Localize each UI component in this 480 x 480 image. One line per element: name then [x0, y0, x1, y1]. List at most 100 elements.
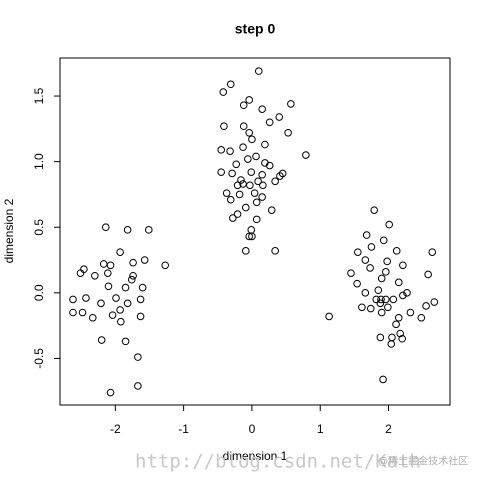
point — [376, 299, 385, 308]
point — [361, 289, 370, 297]
point — [78, 308, 87, 317]
point — [104, 269, 112, 277]
y-tick-label: 1.0 — [32, 153, 46, 170]
point — [106, 261, 115, 270]
point — [239, 122, 248, 131]
point — [362, 231, 371, 239]
point — [76, 269, 85, 277]
point — [302, 151, 310, 159]
x-tick-label: 1 — [317, 422, 324, 436]
y-tick-label: -0.5 — [32, 348, 46, 369]
point — [134, 382, 142, 390]
point — [82, 294, 90, 302]
point — [387, 340, 396, 348]
point — [254, 177, 262, 186]
point — [250, 189, 259, 197]
point — [370, 206, 378, 214]
point — [399, 291, 407, 300]
y-tick-label: 0.5 — [32, 219, 46, 236]
point — [108, 311, 117, 319]
x-axis-label: dimension 1 — [223, 449, 288, 463]
point — [247, 168, 256, 176]
point — [248, 232, 256, 241]
point — [222, 189, 231, 197]
point — [217, 168, 225, 176]
point — [398, 334, 406, 343]
point — [97, 299, 105, 308]
point — [258, 193, 266, 201]
point — [88, 313, 97, 322]
point — [353, 279, 361, 288]
point — [134, 353, 142, 361]
point — [226, 195, 235, 204]
watermark: http://blog.csdn.net/Kath — [135, 451, 421, 473]
point — [275, 113, 284, 121]
watermark: @稀土掘金技术社区 — [378, 455, 468, 468]
point — [389, 295, 398, 304]
chart-title: step 0 — [235, 21, 276, 37]
point — [379, 375, 387, 384]
point — [252, 152, 260, 161]
point — [121, 337, 130, 346]
point — [121, 283, 130, 292]
point — [229, 214, 237, 222]
point — [239, 143, 247, 152]
point — [233, 210, 242, 218]
point — [417, 313, 426, 322]
point — [101, 223, 110, 232]
point — [91, 271, 99, 280]
point — [106, 388, 115, 397]
point — [116, 306, 124, 314]
point — [353, 248, 362, 256]
point — [372, 295, 381, 304]
point — [259, 181, 267, 190]
x-tick-label: 0 — [249, 422, 256, 436]
point — [394, 313, 403, 322]
point — [123, 299, 132, 308]
point — [252, 198, 261, 207]
point — [138, 283, 147, 292]
point — [239, 101, 248, 110]
point — [358, 303, 366, 312]
point — [287, 100, 295, 108]
point — [220, 122, 228, 131]
point — [428, 248, 437, 256]
point — [123, 226, 132, 234]
point — [392, 320, 400, 329]
point — [219, 88, 228, 96]
point — [366, 264, 374, 272]
point — [377, 274, 386, 283]
point — [237, 176, 245, 184]
point — [235, 190, 244, 199]
point — [385, 220, 394, 229]
point — [69, 308, 77, 317]
point — [271, 177, 279, 186]
point — [325, 312, 333, 321]
point — [104, 282, 113, 291]
point — [396, 329, 404, 338]
point — [367, 243, 376, 251]
point — [129, 271, 137, 280]
point — [361, 256, 370, 264]
point — [377, 295, 385, 304]
point — [161, 261, 169, 270]
point — [116, 248, 124, 256]
point — [366, 304, 375, 313]
x-tick-label: -1 — [178, 422, 189, 436]
point — [381, 295, 390, 304]
point — [265, 161, 274, 170]
point — [245, 128, 253, 137]
point — [406, 308, 415, 317]
point — [278, 169, 287, 178]
point — [136, 312, 145, 321]
point — [241, 203, 250, 212]
point — [381, 268, 390, 276]
x-tick-label: -2 — [110, 422, 121, 436]
point — [258, 105, 266, 113]
point — [129, 258, 137, 267]
point — [245, 96, 253, 104]
point — [265, 118, 274, 127]
point — [261, 140, 269, 149]
point — [422, 302, 430, 310]
